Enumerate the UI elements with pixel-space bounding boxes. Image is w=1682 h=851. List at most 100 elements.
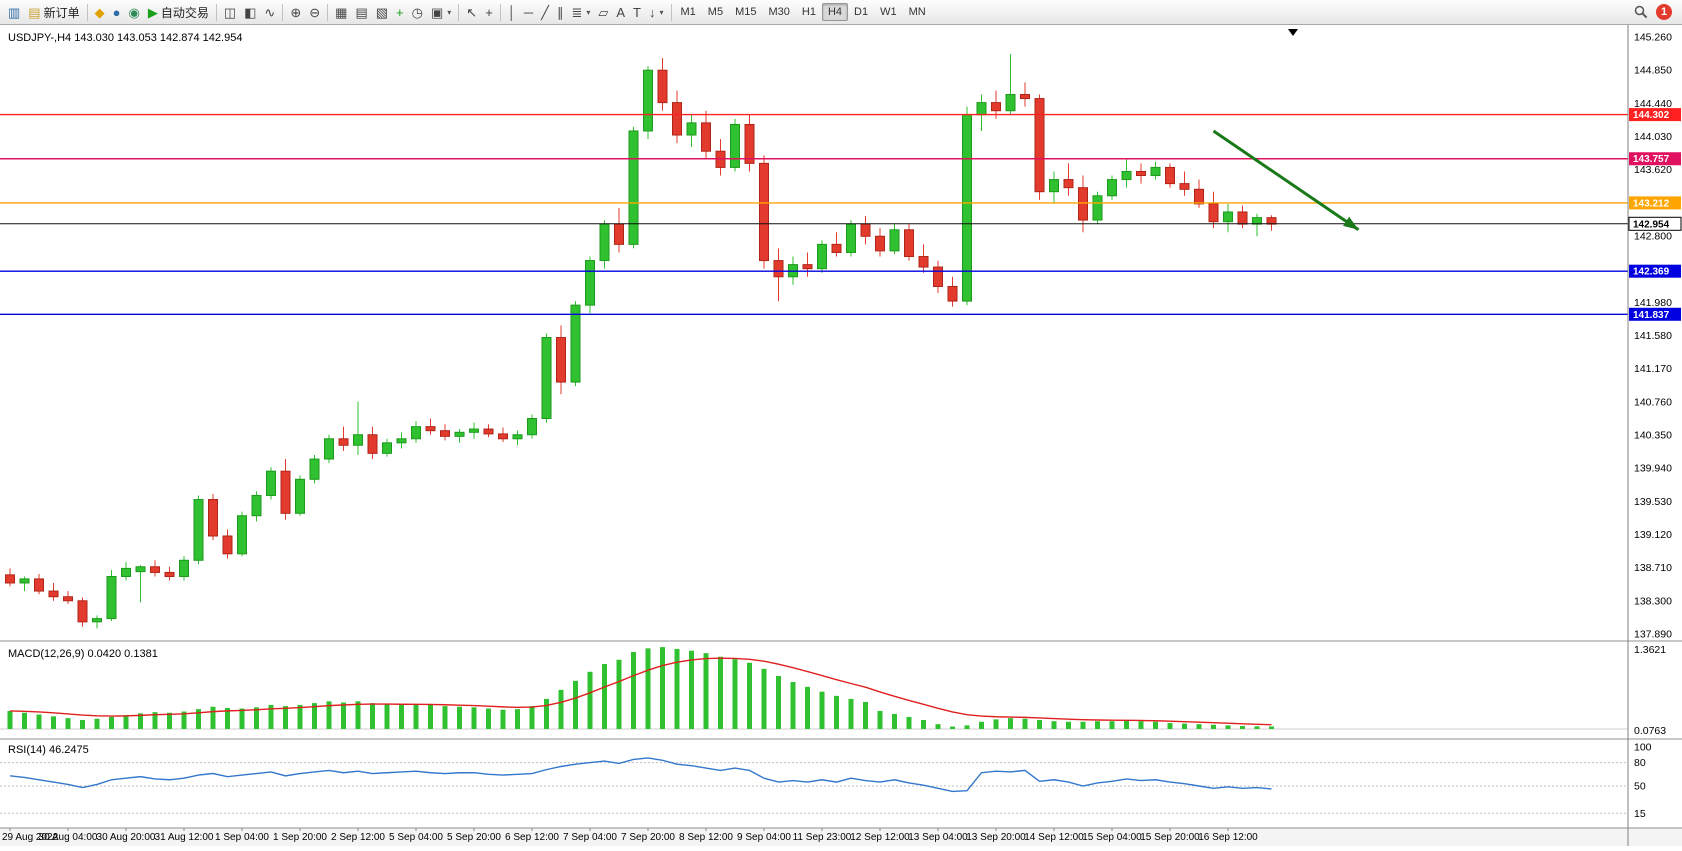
- new-order-button[interactable]: ▤ 新订单: [24, 1, 83, 23]
- zoom-in-icon[interactable]: ⊕: [286, 1, 305, 23]
- period-icon[interactable]: ◷: [408, 1, 427, 23]
- candle: [1049, 179, 1059, 193]
- trendline-icon[interactable]: ╱: [537, 1, 553, 23]
- timeframe-D1[interactable]: D1: [854, 6, 869, 18]
- navigator-icon[interactable]: ●: [109, 1, 125, 23]
- label-icon[interactable]: T: [629, 1, 645, 23]
- cursor-icon[interactable]: ↖: [462, 1, 481, 23]
- notifications-badge[interactable]: 1: [1656, 4, 1672, 20]
- timeframe-MN[interactable]: MN: [908, 6, 926, 18]
- macd-histogram-bar: [109, 716, 114, 729]
- macd-histogram-bar: [558, 689, 564, 729]
- scripts-icon[interactable]: ◉: [124, 1, 143, 23]
- time-axis-label: 13 Sep 20:00: [966, 832, 1026, 843]
- candle: [1063, 179, 1074, 189]
- add-indicator-icon[interactable]: +: [392, 1, 408, 23]
- macd-histogram-bar: [1138, 721, 1144, 729]
- arrows-icon[interactable]: ↓ ▾: [645, 1, 668, 23]
- timeframe-M30[interactable]: M30: [768, 6, 790, 18]
- macd-histogram-bar: [631, 651, 636, 729]
- chart-shift-marker[interactable]: [1288, 29, 1298, 36]
- timeframe-M5[interactable]: M5: [707, 6, 724, 18]
- chevron-down-icon[interactable]: ▾: [659, 7, 664, 17]
- time-axis-label: 6 Sep 12:00: [505, 832, 559, 843]
- macd-histogram-bar: [761, 668, 767, 729]
- templates-icon[interactable]: ▣ ▾: [427, 1, 455, 23]
- zoom-out-icon[interactable]: ⊖: [305, 1, 324, 23]
- shapes-icon: ▱: [598, 4, 609, 20]
- macd-histogram-bar: [993, 719, 999, 729]
- timeframe-H1[interactable]: H1: [801, 6, 816, 18]
- price-axis-label: 144.440: [1634, 98, 1672, 110]
- macd-histogram-bar: [689, 650, 694, 729]
- time-axis-label: 1 Sep 04:00: [215, 832, 269, 843]
- macd-histogram-bar: [312, 703, 317, 729]
- trend-arrow[interactable]: [1212, 129, 1360, 232]
- line-chart-icon: ∿: [264, 4, 276, 20]
- tile-windows-icon[interactable]: ▦: [331, 1, 351, 23]
- auto-trading-button: ▶: [147, 4, 158, 20]
- shapes-icon[interactable]: ▱: [594, 1, 612, 23]
- bars-icon[interactable]: ◫: [220, 1, 240, 23]
- horizontal-line-icon[interactable]: ─: [520, 1, 537, 23]
- rsi-label: RSI(14) 46.2475: [8, 744, 89, 756]
- market-watch-icon[interactable]: ◆: [91, 1, 109, 23]
- chevron-down-icon[interactable]: ▾: [586, 7, 591, 17]
- time-axis-label: 11 Sep 23:00: [793, 832, 852, 843]
- chart-canvas[interactable]: 145.260 144.850 144.440 144.030 143.620 143.2…: [0, 25, 1682, 846]
- macd-histogram-bar: [964, 725, 970, 729]
- price-axis-label: 141.980: [1634, 297, 1672, 309]
- candle: [208, 499, 218, 537]
- horizontal-line-icon: ─: [523, 4, 534, 20]
- chevron-down-icon[interactable]: ▾: [447, 7, 452, 17]
- svg-text:143.757: 143.757: [1633, 154, 1670, 165]
- candle: [1150, 166, 1161, 177]
- macd-histogram-bar: [225, 707, 230, 729]
- arrange-down-icon[interactable]: ▧: [372, 1, 392, 23]
- arrange-down-icon: ▧: [375, 4, 389, 20]
- price-tag-144.302: 144.302: [1629, 108, 1681, 122]
- candle: [1034, 98, 1045, 193]
- text-icon[interactable]: A: [612, 1, 629, 23]
- candle: [324, 438, 334, 460]
- timeframe-W1[interactable]: W1: [880, 6, 897, 18]
- macd-label: MACD(12,26,9) 0.0420 0.1381: [8, 648, 158, 660]
- time-axis[interactable]: [0, 828, 1682, 846]
- auto-trading-button[interactable]: ▶ 自动交易: [144, 1, 213, 23]
- scripts-icon: ◉: [128, 4, 140, 20]
- candle: [382, 442, 392, 454]
- timeframe-H4[interactable]: H4: [821, 3, 849, 21]
- candle: [773, 260, 784, 278]
- channel-icon[interactable]: ∥: [553, 1, 568, 23]
- candle: [179, 559, 189, 577]
- macd-histogram-bar: [790, 682, 796, 729]
- chart-window-icon[interactable]: ▥: [4, 1, 24, 23]
- macd-histogram-bar: [22, 712, 27, 729]
- macd-histogram-bar: [399, 704, 404, 729]
- vertical-line-icon[interactable]: │: [504, 1, 520, 23]
- time-axis-label: 12 Sep 12:00: [850, 832, 910, 843]
- macd-histogram-bar: [616, 659, 622, 729]
- macd-axis-label: 0.0763: [1634, 725, 1666, 737]
- auto-trading-button-label: 自动交易: [160, 5, 209, 20]
- price-axis-label: 142.800: [1634, 231, 1672, 243]
- price-tag-142.954: 142.954: [1628, 216, 1682, 231]
- candle: [1223, 211, 1233, 223]
- crosshair-icon[interactable]: +: [481, 1, 497, 23]
- market-watch-icon: ◆: [94, 4, 105, 20]
- candle: [19, 578, 30, 584]
- line-chart-icon[interactable]: ∿: [260, 1, 279, 23]
- candle: [962, 114, 972, 302]
- fibonacci-icon[interactable]: ≣ ▾: [567, 1, 594, 23]
- timeframe-M15[interactable]: M15: [735, 6, 757, 18]
- arrange-up-icon[interactable]: ▤: [351, 1, 371, 23]
- price-axis-label: 140.760: [1634, 396, 1672, 408]
- chart-window[interactable]: 145.260 144.850 144.440 144.030 143.620 143.2…: [0, 25, 1682, 851]
- candlesticks-icon[interactable]: ◧: [240, 1, 260, 23]
- candle: [657, 69, 668, 104]
- search-icon[interactable]: [1634, 5, 1648, 19]
- toolbar-separator: [499, 3, 501, 21]
- candle: [1266, 217, 1277, 225]
- timeframe-M1[interactable]: M1: [680, 6, 696, 18]
- toolbar-separator: [458, 3, 460, 21]
